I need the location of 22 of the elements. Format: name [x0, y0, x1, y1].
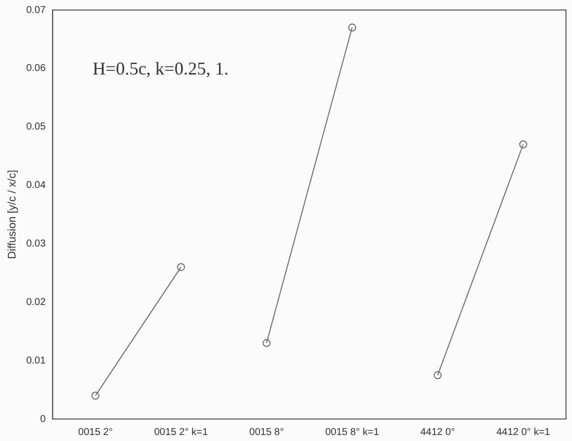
point: [434, 371, 442, 380]
y-tick-label: 0.05: [26, 122, 46, 133]
y-tick-label: 0.02: [26, 296, 46, 308]
x-tick-label: 4412 0° k=1: [496, 426, 551, 438]
point: [176, 263, 185, 272]
y-tick-label: 0.01: [26, 355, 46, 366]
y-tick-label: 0: [40, 414, 46, 425]
annotation: H=0.5c, k=0.25, 1.: [92, 58, 228, 79]
point: [348, 24, 356, 32]
y-tick-label: 0.03: [26, 238, 46, 250]
point: [262, 339, 271, 348]
y-tick-label: 0.06: [26, 63, 46, 74]
y-axis-title: Diffusion [y/c / x/c]: [6, 170, 19, 260]
point: [91, 392, 100, 400]
point: [519, 140, 528, 148]
y-tick-label: 0.07: [26, 4, 46, 16]
x-tick-label: 0015 2°: [78, 426, 113, 438]
x-tick-label: 0015 8° k=1: [325, 426, 380, 438]
y-tick-label: 0.04: [26, 180, 46, 192]
x-tick-label: 0015 2° k=1: [154, 426, 208, 438]
x-tick-label: 0015 8°: [249, 426, 284, 438]
x-tick-label: 4412 0°: [420, 426, 455, 438]
